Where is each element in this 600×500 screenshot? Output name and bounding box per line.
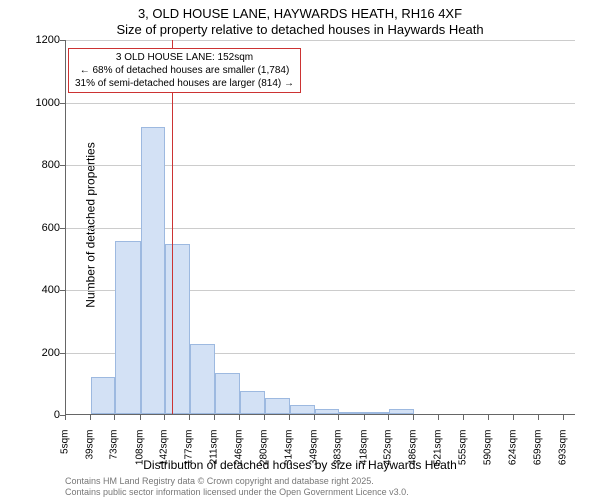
- y-tick-label: 1200: [20, 34, 60, 46]
- x-tick-mark: [563, 415, 564, 420]
- x-tick-label: 142sqm: [159, 430, 170, 470]
- histogram-bar: [240, 391, 265, 414]
- x-tick-label: 383sqm: [333, 430, 344, 470]
- x-tick-label: 73sqm: [109, 430, 120, 470]
- x-tick-label: 280sqm: [258, 430, 269, 470]
- x-tick-label: 177sqm: [184, 430, 195, 470]
- chart-title-line2: Size of property relative to detached ho…: [0, 22, 600, 37]
- x-tick-label: 555sqm: [457, 430, 468, 470]
- histogram-chart: 3, OLD HOUSE LANE, HAYWARDS HEATH, RH16 …: [0, 0, 600, 500]
- x-tick-mark: [488, 415, 489, 420]
- x-tick-mark: [289, 415, 290, 420]
- annotation-line2: ← 68% of detached houses are smaller (1,…: [75, 64, 294, 77]
- x-tick-label: 590sqm: [483, 430, 494, 470]
- y-tick-label: 1000: [20, 97, 60, 109]
- y-tick-label: 400: [20, 284, 60, 296]
- y-tick-label: 800: [20, 159, 60, 171]
- y-tick-label: 0: [20, 409, 60, 421]
- x-tick-label: 418sqm: [358, 430, 369, 470]
- x-tick-label: 349sqm: [308, 430, 319, 470]
- x-tick-mark: [264, 415, 265, 420]
- histogram-bar: [190, 344, 215, 414]
- y-tick-label: 600: [20, 222, 60, 234]
- x-tick-label: 659sqm: [533, 430, 544, 470]
- grid-line-h: [66, 103, 575, 104]
- x-tick-mark: [388, 415, 389, 420]
- x-tick-mark: [513, 415, 514, 420]
- histogram-bar: [265, 398, 290, 414]
- x-tick-mark: [438, 415, 439, 420]
- histogram-bar: [389, 409, 414, 414]
- chart-title-line1: 3, OLD HOUSE LANE, HAYWARDS HEATH, RH16 …: [0, 6, 600, 21]
- y-tick-mark: [60, 228, 65, 229]
- x-tick-label: 211sqm: [209, 430, 220, 470]
- y-tick-mark: [60, 103, 65, 104]
- histogram-bar: [165, 244, 190, 414]
- x-tick-label: 521sqm: [433, 430, 444, 470]
- histogram-bar: [315, 409, 340, 414]
- x-tick-mark: [338, 415, 339, 420]
- x-tick-label: 452sqm: [383, 430, 394, 470]
- x-tick-mark: [90, 415, 91, 420]
- x-tick-mark: [364, 415, 365, 420]
- x-tick-label: 39sqm: [84, 430, 95, 470]
- x-tick-mark: [214, 415, 215, 420]
- x-tick-label: 693sqm: [557, 430, 568, 470]
- x-tick-mark: [239, 415, 240, 420]
- x-tick-label: 108sqm: [134, 430, 145, 470]
- histogram-bar: [339, 412, 364, 415]
- x-tick-label: 314sqm: [283, 430, 294, 470]
- histogram-bar: [215, 373, 240, 414]
- x-tick-label: 624sqm: [507, 430, 518, 470]
- annotation-line1: 3 OLD HOUSE LANE: 152sqm: [75, 51, 294, 64]
- x-tick-mark: [164, 415, 165, 420]
- footer-line2: Contains public sector information licen…: [65, 487, 409, 497]
- y-tick-mark: [60, 353, 65, 354]
- reference-line: [172, 40, 173, 414]
- annotation-line3: 31% of semi-detached houses are larger (…: [75, 77, 294, 90]
- y-tick-mark: [60, 165, 65, 166]
- y-tick-label: 200: [20, 347, 60, 359]
- x-tick-mark: [314, 415, 315, 420]
- y-tick-mark: [60, 290, 65, 291]
- x-tick-mark: [140, 415, 141, 420]
- y-tick-mark: [60, 40, 65, 41]
- x-tick-mark: [189, 415, 190, 420]
- x-tick-mark: [413, 415, 414, 420]
- x-tick-mark: [463, 415, 464, 420]
- x-tick-label: 5sqm: [60, 430, 71, 470]
- histogram-bar: [365, 412, 390, 415]
- plot-area: 3 OLD HOUSE LANE: 152sqm← 68% of detache…: [65, 40, 575, 415]
- annotation-box: 3 OLD HOUSE LANE: 152sqm← 68% of detache…: [68, 48, 301, 93]
- x-tick-label: 246sqm: [234, 430, 245, 470]
- histogram-bar: [141, 127, 166, 415]
- footer-line1: Contains HM Land Registry data © Crown c…: [65, 476, 374, 486]
- x-tick-label: 486sqm: [407, 430, 418, 470]
- histogram-bar: [91, 377, 116, 415]
- grid-line-h: [66, 40, 575, 41]
- x-tick-mark: [538, 415, 539, 420]
- histogram-bar: [115, 241, 140, 414]
- x-tick-mark: [114, 415, 115, 420]
- x-tick-mark: [65, 415, 66, 420]
- histogram-bar: [290, 405, 315, 414]
